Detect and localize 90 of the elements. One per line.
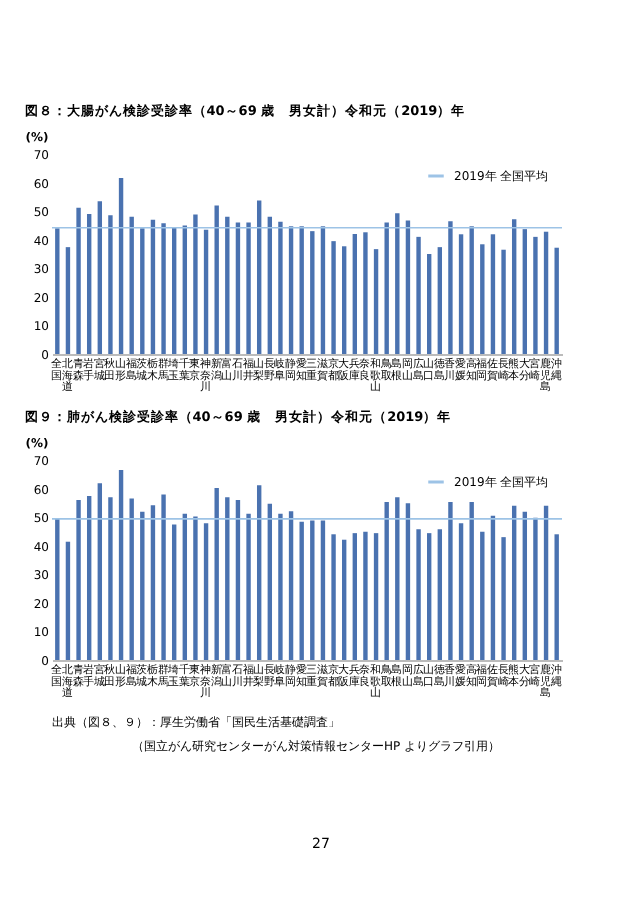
- bar: [193, 214, 198, 354]
- bar: [55, 518, 60, 660]
- bar: [140, 228, 145, 354]
- bar: [76, 500, 81, 660]
- bar: [171, 524, 177, 660]
- bar: [437, 247, 443, 354]
- bar: [76, 207, 81, 354]
- bar: [225, 216, 230, 354]
- bar: [373, 249, 379, 354]
- bar: [511, 219, 517, 354]
- bar: [246, 222, 251, 354]
- bar: [554, 247, 559, 354]
- bar: [331, 241, 336, 354]
- bar: [426, 254, 432, 354]
- bar: [543, 505, 549, 660]
- bar: [490, 234, 496, 354]
- bar: [395, 497, 400, 660]
- bar: [214, 488, 219, 660]
- bar: [522, 229, 528, 354]
- bar: [501, 537, 506, 660]
- bar: [416, 529, 421, 660]
- bar: [97, 201, 103, 354]
- bar: [543, 231, 549, 354]
- bar: [118, 178, 124, 354]
- bar: [554, 534, 559, 660]
- bar: [310, 231, 315, 354]
- bar: [171, 227, 177, 354]
- bar: [320, 520, 326, 660]
- bar: [288, 511, 294, 660]
- bar: [384, 502, 389, 660]
- bar: [469, 226, 474, 354]
- bar: [288, 226, 294, 354]
- bar: [352, 234, 358, 354]
- bar: [448, 221, 453, 354]
- bar: [86, 214, 92, 354]
- bar: [129, 498, 134, 660]
- bar: [278, 513, 283, 660]
- bar: [182, 225, 188, 354]
- bar: [65, 541, 71, 660]
- bar: [97, 483, 103, 660]
- bar: [203, 229, 209, 354]
- bar: [299, 521, 304, 660]
- bar: [310, 520, 315, 660]
- bar: [416, 236, 421, 354]
- bar: [352, 533, 358, 660]
- bar: [437, 529, 443, 660]
- bar: [108, 497, 113, 660]
- bar: [225, 497, 230, 660]
- bar: [129, 216, 134, 354]
- bar: [395, 213, 400, 354]
- bar: [214, 205, 219, 354]
- bar: [469, 502, 474, 660]
- bar: [193, 516, 198, 660]
- bar: [161, 223, 166, 354]
- bar: [235, 500, 241, 660]
- bar: [331, 534, 336, 660]
- bar: [278, 221, 283, 354]
- bar: [55, 228, 60, 354]
- bar: [373, 533, 379, 660]
- bar: [267, 503, 273, 660]
- bar: [86, 496, 92, 660]
- bar: [341, 246, 347, 354]
- bar: [65, 247, 71, 354]
- bar: [511, 505, 517, 660]
- bar: [448, 502, 453, 660]
- bar: [256, 485, 262, 660]
- bar: [203, 523, 209, 660]
- bar: [161, 494, 166, 660]
- bar: [384, 222, 389, 354]
- bar: [363, 531, 368, 660]
- bar: [363, 232, 368, 354]
- bar: [501, 249, 506, 354]
- bar: [458, 234, 464, 354]
- bar: [480, 244, 485, 354]
- bar: [140, 511, 145, 660]
- bar: [108, 215, 113, 354]
- bar: [267, 216, 273, 354]
- bar: [405, 503, 411, 660]
- bar: [480, 531, 485, 660]
- bar: [458, 523, 464, 660]
- bar: [320, 226, 326, 354]
- bar: [118, 470, 124, 660]
- bar: [533, 236, 538, 354]
- bar: [533, 517, 538, 660]
- bar: [341, 539, 347, 660]
- bar: [299, 226, 304, 354]
- bar: [522, 511, 528, 660]
- bar: [150, 505, 156, 660]
- bar: [426, 533, 432, 660]
- bar: [246, 513, 251, 660]
